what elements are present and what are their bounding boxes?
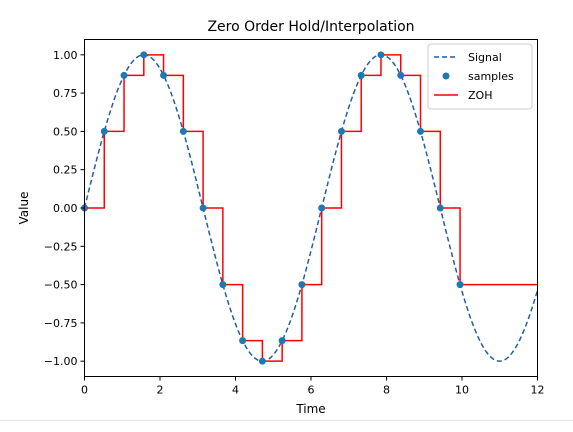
x-axis-label: Time [295,402,325,416]
legend: Signal samples ZOH [427,43,533,110]
y-tick-label: −0.75 [44,317,78,330]
sample-point [258,357,266,365]
legend-samples-swatch [442,72,450,80]
zoh-line [84,54,538,362]
sample-point [436,204,444,212]
sample-point [278,337,286,345]
signal-line [83,54,539,362]
sample-point [199,204,207,212]
plot-series-group [81,51,539,365]
y-axis-ticks: 1.00 0.75 0.50 0.25 0.00 −0.25 −0.50 −0.75 −1.00 [44,49,85,368]
sample-point [239,337,247,345]
sample-point [456,281,464,289]
sample-point [318,204,326,212]
x-tick-label: 10 [455,384,469,397]
sample-point [100,127,108,135]
x-tick-label: 8 [383,384,390,397]
legend-signal-label: Signal [468,51,502,64]
y-tick-label: −0.25 [44,240,78,253]
sample-point [120,71,128,79]
y-axis-label: Value [17,192,31,225]
sample-point [179,127,187,135]
sample-point [298,281,306,289]
y-tick-label: −0.50 [44,279,78,292]
legend-zoh-label: ZOH [468,89,492,102]
sample-point [417,127,425,135]
x-tick-label: 12 [531,384,545,397]
x-tick-label: 4 [232,384,239,397]
x-axis-ticks: 0 2 4 6 8 10 12 [81,376,545,397]
sample-point [397,71,405,79]
y-tick-label: 0.00 [53,202,78,215]
sample-point [357,71,365,79]
legend-samples-label: samples [468,70,514,83]
bottom-divider [0,420,573,421]
x-tick-label: 0 [81,384,88,397]
y-tick-label: 0.50 [53,125,78,138]
y-tick-label: 0.25 [53,164,78,177]
sample-point [140,51,148,59]
sample-point [337,127,345,135]
y-tick-label: 0.75 [53,87,78,100]
x-tick-label: 2 [157,384,164,397]
y-tick-label: 1.00 [53,49,78,62]
sample-point [219,281,227,289]
sample-point [377,51,385,59]
y-tick-label: −1.00 [44,355,78,368]
x-tick-label: 6 [308,384,315,397]
sample-point [160,71,168,79]
chart-title: Zero Order Hold/Interpolation [207,19,414,35]
legend-box [427,43,533,110]
